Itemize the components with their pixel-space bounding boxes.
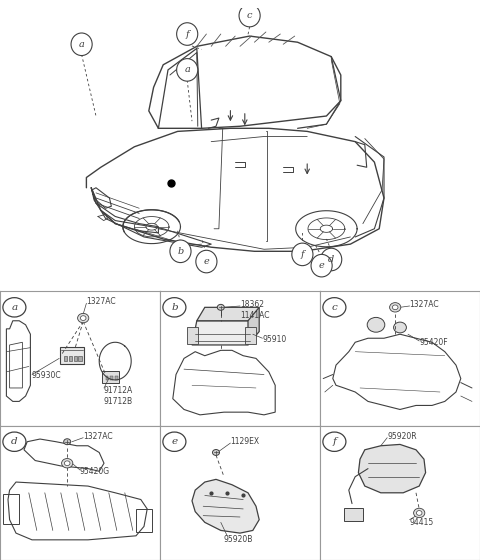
Text: b: b — [171, 303, 178, 312]
Circle shape — [292, 243, 313, 265]
Text: 91712B: 91712B — [104, 397, 133, 406]
Text: 1129EX: 1129EX — [230, 437, 260, 446]
Text: 94415: 94415 — [409, 518, 434, 527]
Circle shape — [213, 450, 219, 455]
Text: c: c — [247, 11, 252, 20]
Circle shape — [177, 23, 198, 45]
Text: 1327AC: 1327AC — [409, 300, 439, 309]
Text: d: d — [328, 255, 335, 264]
Polygon shape — [359, 445, 426, 493]
Text: 1141AC: 1141AC — [240, 311, 269, 320]
Text: 1327AC: 1327AC — [83, 432, 113, 441]
Circle shape — [64, 439, 71, 445]
Circle shape — [3, 298, 26, 317]
Polygon shape — [192, 321, 253, 345]
Text: e: e — [204, 257, 209, 266]
Circle shape — [3, 432, 26, 451]
Text: b: b — [177, 247, 184, 256]
Bar — [106, 376, 108, 380]
Circle shape — [390, 302, 401, 312]
FancyBboxPatch shape — [187, 328, 198, 344]
Circle shape — [367, 318, 385, 332]
Circle shape — [321, 248, 342, 271]
Circle shape — [217, 305, 224, 310]
Text: e: e — [319, 261, 324, 270]
Text: a: a — [12, 303, 17, 312]
Text: 1327AC: 1327AC — [86, 297, 116, 306]
Circle shape — [394, 322, 407, 333]
Circle shape — [323, 432, 346, 451]
Circle shape — [61, 459, 73, 468]
Circle shape — [323, 298, 346, 317]
Text: 95420G: 95420G — [80, 467, 110, 476]
Circle shape — [78, 314, 89, 323]
Circle shape — [64, 461, 70, 465]
Text: f: f — [185, 30, 189, 39]
Circle shape — [170, 240, 191, 263]
Circle shape — [392, 305, 398, 310]
Text: 18362: 18362 — [240, 300, 264, 309]
Circle shape — [239, 4, 260, 27]
Text: d: d — [11, 437, 18, 446]
Text: 95920R: 95920R — [387, 432, 417, 441]
Circle shape — [71, 33, 92, 55]
Polygon shape — [248, 307, 259, 345]
Circle shape — [416, 511, 422, 515]
Polygon shape — [197, 307, 259, 321]
Bar — [64, 356, 67, 361]
FancyBboxPatch shape — [102, 371, 119, 383]
Text: a: a — [184, 66, 190, 74]
Circle shape — [196, 250, 217, 273]
Text: 95910: 95910 — [263, 335, 287, 344]
Text: e: e — [171, 437, 178, 446]
Circle shape — [414, 508, 425, 517]
FancyBboxPatch shape — [245, 328, 256, 344]
Polygon shape — [192, 479, 259, 533]
FancyBboxPatch shape — [60, 347, 84, 365]
Text: f: f — [300, 250, 304, 259]
Circle shape — [81, 316, 86, 320]
Bar — [69, 356, 72, 361]
Bar — [78, 356, 82, 361]
Circle shape — [311, 254, 332, 277]
Bar — [115, 376, 118, 380]
Text: 95420F: 95420F — [419, 338, 448, 347]
Text: f: f — [333, 437, 336, 446]
Bar — [110, 376, 113, 380]
Text: a: a — [79, 40, 84, 49]
Text: 95930C: 95930C — [32, 371, 61, 380]
FancyBboxPatch shape — [344, 507, 363, 521]
Text: 91712A: 91712A — [104, 386, 133, 395]
Circle shape — [163, 298, 186, 317]
Bar — [73, 356, 77, 361]
Circle shape — [163, 432, 186, 451]
Circle shape — [177, 59, 198, 81]
Text: 95920B: 95920B — [224, 535, 253, 544]
Text: c: c — [332, 303, 337, 312]
